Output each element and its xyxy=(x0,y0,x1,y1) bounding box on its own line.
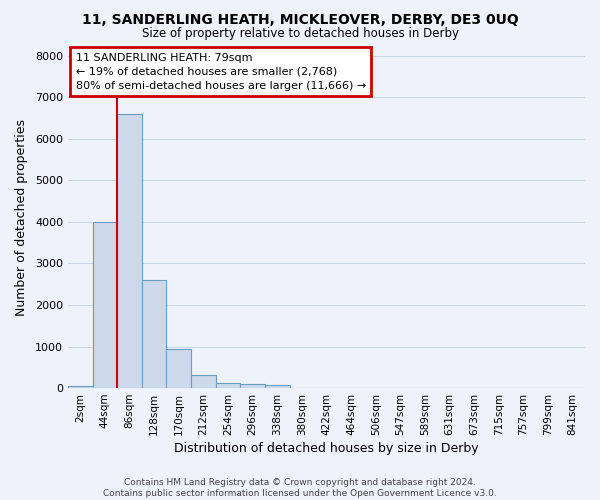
Text: Size of property relative to detached houses in Derby: Size of property relative to detached ho… xyxy=(142,28,458,40)
Bar xyxy=(166,348,191,388)
Bar xyxy=(92,222,117,388)
Text: Contains HM Land Registry data © Crown copyright and database right 2024.
Contai: Contains HM Land Registry data © Crown c… xyxy=(103,478,497,498)
Bar xyxy=(191,375,215,388)
Y-axis label: Number of detached properties: Number of detached properties xyxy=(15,120,28,316)
Bar xyxy=(68,386,92,388)
Bar xyxy=(117,114,142,388)
Bar xyxy=(215,382,240,388)
Text: 11 SANDERLING HEATH: 79sqm
← 19% of detached houses are smaller (2,768)
80% of s: 11 SANDERLING HEATH: 79sqm ← 19% of deta… xyxy=(76,52,366,90)
Bar xyxy=(142,280,166,388)
Bar xyxy=(265,385,290,388)
Bar xyxy=(240,384,265,388)
X-axis label: Distribution of detached houses by size in Derby: Distribution of detached houses by size … xyxy=(174,442,479,455)
Text: 11, SANDERLING HEATH, MICKLEOVER, DERBY, DE3 0UQ: 11, SANDERLING HEATH, MICKLEOVER, DERBY,… xyxy=(82,12,518,26)
